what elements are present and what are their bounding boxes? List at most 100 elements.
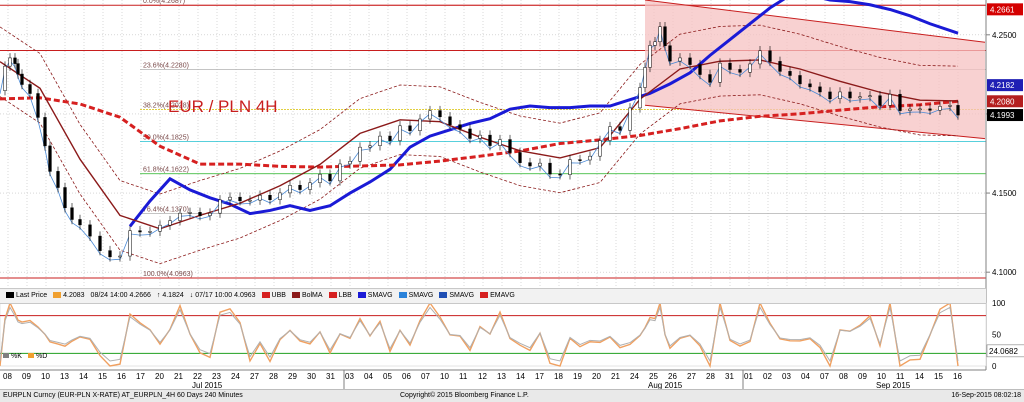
price-candle <box>558 173 562 176</box>
price-candle <box>28 84 32 94</box>
price-candle <box>368 145 372 148</box>
price-candle <box>598 140 602 157</box>
price-candle <box>578 159 582 161</box>
price-candle <box>898 94 902 111</box>
date-tick-label: 24 <box>630 372 639 381</box>
oscillator-k-line <box>0 301 959 369</box>
legend-label: Last Price <box>16 292 48 299</box>
price-candle <box>36 93 40 118</box>
price-candle <box>43 117 47 147</box>
price-candle <box>538 162 542 167</box>
price-candle <box>148 231 152 233</box>
date-tick-label: 06 <box>402 372 411 381</box>
legend-item: ↓ 07/17 10:00 4.0963 <box>190 289 256 303</box>
price-candle <box>258 195 262 201</box>
price-candle <box>878 95 882 106</box>
month-label: Aug 2015 <box>648 381 683 390</box>
upper-bollinger-band <box>0 24 959 195</box>
price-candle <box>178 212 182 221</box>
price-candle <box>788 71 792 76</box>
date-tick-label: 09 <box>22 372 31 381</box>
price-candle <box>618 126 622 131</box>
price-candle <box>548 162 552 175</box>
date-tick-label: 15 <box>98 372 107 381</box>
date-tick-label: 02 <box>763 372 772 381</box>
price-candle <box>448 116 452 125</box>
price-label: 4.2080 <box>990 97 1015 106</box>
legend-label: ↓ 07/17 10:00 4.0963 <box>189 292 256 299</box>
legend-label: BolMA <box>301 292 323 299</box>
footer-timestamp: 16-Sep-2015 08:02:18 <box>951 392 1021 399</box>
price-candle <box>628 107 632 131</box>
oscillator-tick-label: 100 <box>992 299 1006 308</box>
price-candle <box>248 199 252 202</box>
date-tick-label: 01 <box>744 372 753 381</box>
price-labels: 4.2661 4.2182 4.2080 4.1993 <box>987 3 1023 122</box>
price-candle <box>63 187 67 209</box>
price-candle <box>478 134 482 139</box>
price-tick-label: 4.1500 <box>992 189 1017 198</box>
date-tick-label: 24 <box>231 372 240 381</box>
price-candle <box>228 196 232 201</box>
fib-label: 61.8%(4.1622) <box>143 167 189 174</box>
price-candle <box>868 95 872 97</box>
price-candle <box>298 185 302 190</box>
date-tick-label: 14 <box>516 372 525 381</box>
price-candle <box>828 91 832 99</box>
price-candle <box>918 108 922 111</box>
oscillator-legend-d: %D <box>36 353 47 360</box>
price-candle <box>328 173 332 182</box>
date-tick-label: 27 <box>250 372 259 381</box>
oscillator-legend-d-swatch <box>28 353 34 358</box>
price-candle <box>708 74 712 83</box>
date-tick-label: 04 <box>364 372 373 381</box>
price-candle <box>468 128 472 139</box>
legend-item: Last Price <box>6 289 47 303</box>
price-candle <box>168 220 172 226</box>
price-label-box <box>987 109 1023 122</box>
price-candle <box>108 250 112 258</box>
price-candle <box>498 139 502 146</box>
price-candle <box>638 87 642 109</box>
legend-item: 08/24 14:00 4.2666 <box>91 289 151 303</box>
date-axis: 08 09 10 13 14 15 16 17 20 21 22 23 24 27 28 29 30 31 03 04… <box>0 369 986 390</box>
price-candle <box>20 73 24 85</box>
date-tick-label: 10 <box>877 372 886 381</box>
price-candle <box>208 212 212 216</box>
price-candle <box>568 159 572 175</box>
legend-swatch <box>357 292 366 299</box>
date-tick-label: 14 <box>79 372 88 381</box>
date-tick-label: 16 <box>117 372 126 381</box>
price-candle <box>398 125 402 141</box>
price-candle <box>858 96 862 99</box>
price-candle <box>948 105 952 107</box>
price-candle <box>48 145 52 172</box>
price-candle <box>88 224 92 237</box>
fib-label: 50.0%(4.1825) <box>143 135 189 142</box>
price-candle <box>438 110 442 118</box>
price-candle <box>278 192 282 200</box>
oscillator-panel: 100 50 0 %K %D 24.0682 <box>0 299 1024 371</box>
price-candle <box>128 230 132 257</box>
price-candle <box>56 171 60 188</box>
price-candle <box>678 57 682 62</box>
fib-label: 23.6%(4.2280) <box>143 63 189 70</box>
legend-label: LBB <box>338 292 352 299</box>
legend-label: 4.2083 <box>63 292 85 299</box>
date-tick-label: 10 <box>440 372 449 381</box>
date-tick-label: 18 <box>554 372 563 381</box>
price-candle <box>728 62 732 70</box>
date-tick-label: 17 <box>136 372 145 381</box>
price-candle <box>658 26 662 43</box>
date-tick-label: 30 <box>307 372 316 381</box>
price-candle <box>138 230 142 233</box>
price-candle <box>908 108 912 111</box>
fib-label: 0.0%(4.2687) <box>143 0 185 5</box>
date-tick-label: 17 <box>535 372 544 381</box>
footer-copyright: Copyright© 2015 Bloomberg Finance L.P. <box>400 392 529 399</box>
oscillator-value-label: 24.0682 <box>989 347 1018 356</box>
legend-swatch <box>261 292 270 299</box>
month-label: Sep 2015 <box>876 381 911 390</box>
date-tick-label: 08 <box>3 372 12 381</box>
legend-item: SMAVG <box>439 289 474 303</box>
